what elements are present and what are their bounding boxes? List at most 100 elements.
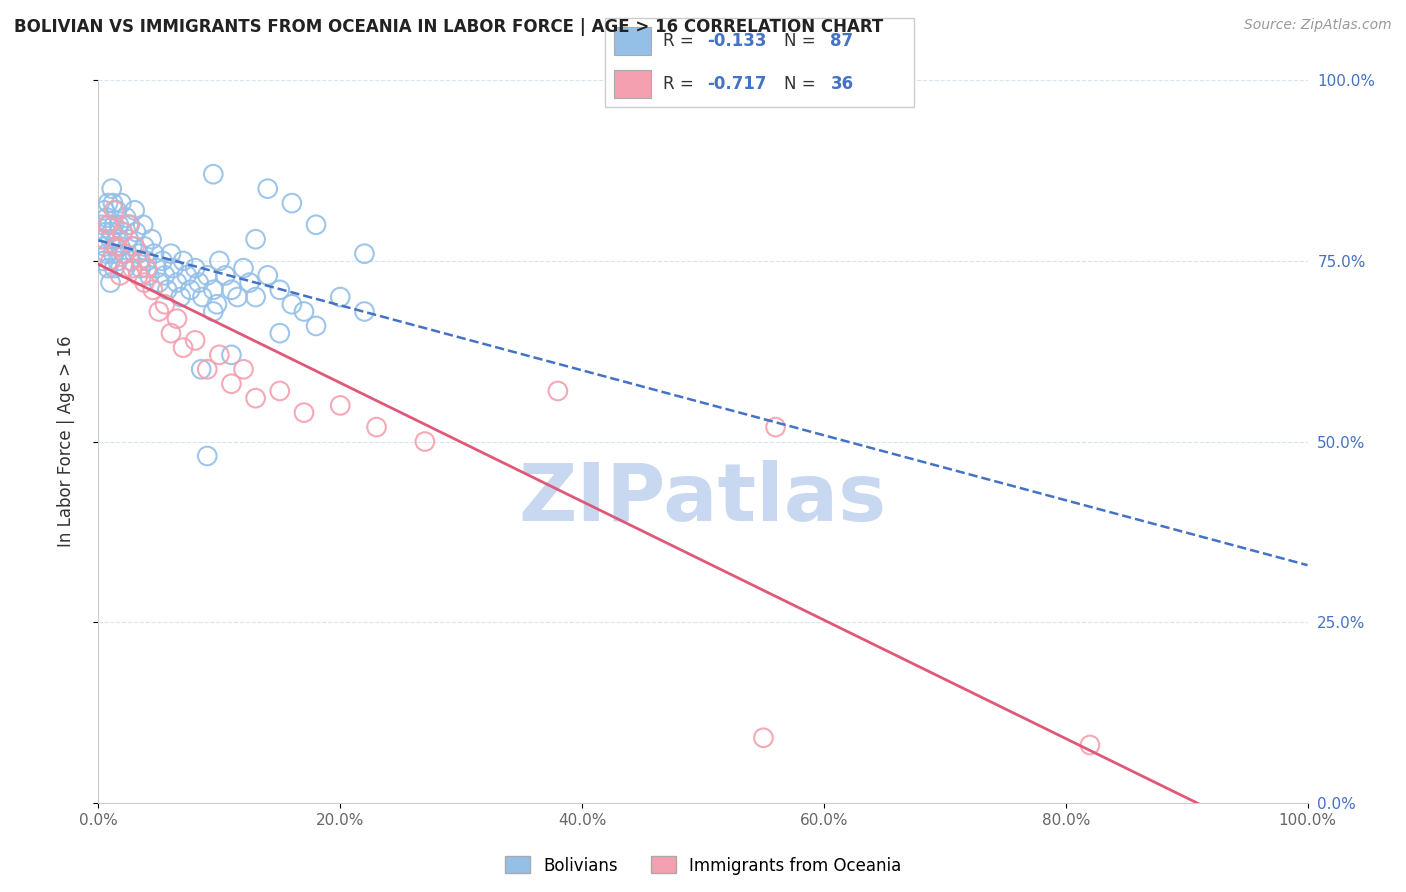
Point — [245, 232, 267, 246]
Point — [108, 218, 131, 232]
Point — [202, 283, 225, 297]
Point — [305, 318, 328, 333]
Point — [208, 348, 231, 362]
Point — [97, 261, 120, 276]
Y-axis label: In Labor Force | Age > 16: In Labor Force | Age > 16 — [56, 335, 75, 548]
Point — [187, 276, 209, 290]
Point — [124, 203, 146, 218]
Bar — [614, 70, 651, 98]
Point — [166, 311, 188, 326]
Point — [138, 268, 160, 283]
Point — [93, 232, 115, 246]
Point — [245, 290, 267, 304]
Point — [765, 420, 787, 434]
Point — [292, 406, 315, 420]
Text: N =: N = — [785, 32, 821, 50]
Point — [111, 225, 134, 239]
Point — [148, 304, 170, 318]
Point — [135, 261, 157, 276]
Point — [292, 304, 315, 318]
Point — [114, 261, 136, 276]
Point — [221, 376, 243, 391]
Point — [103, 203, 125, 218]
Point — [118, 218, 141, 232]
Point — [232, 261, 254, 276]
Point — [108, 268, 131, 283]
Point — [353, 304, 375, 318]
Point — [125, 225, 148, 239]
Point — [103, 218, 125, 232]
Point — [195, 268, 218, 283]
Point — [160, 246, 183, 260]
Point — [195, 449, 218, 463]
Point — [184, 261, 207, 276]
Point — [281, 297, 304, 311]
Point — [97, 196, 120, 211]
Text: BOLIVIAN VS IMMIGRANTS FROM OCEANIA IN LABOR FORCE | AGE > 16 CORRELATION CHART: BOLIVIAN VS IMMIGRANTS FROM OCEANIA IN L… — [14, 18, 883, 36]
Point — [221, 348, 243, 362]
Point — [121, 261, 143, 276]
Point — [100, 225, 122, 239]
Point — [118, 232, 141, 246]
Point — [245, 391, 267, 405]
Point — [97, 218, 120, 232]
Point — [135, 253, 157, 268]
Bar — [614, 27, 651, 55]
Point — [129, 253, 152, 268]
Point — [100, 253, 122, 268]
Point — [329, 290, 352, 304]
Point — [103, 261, 125, 276]
Point — [110, 196, 132, 211]
Point — [111, 225, 134, 239]
Point — [153, 297, 176, 311]
Point — [100, 182, 122, 196]
Text: N =: N = — [785, 75, 821, 93]
Point — [91, 253, 114, 268]
Point — [221, 283, 243, 297]
Point — [105, 239, 128, 253]
Point — [239, 276, 262, 290]
Point — [160, 326, 183, 340]
Point — [104, 239, 127, 253]
Point — [202, 304, 225, 318]
Text: ZIPatlas: ZIPatlas — [519, 460, 887, 539]
Point — [208, 253, 231, 268]
Point — [366, 420, 388, 434]
Point — [329, 398, 352, 412]
Point — [94, 225, 117, 239]
Point — [281, 196, 304, 211]
Legend: Bolivians, Immigrants from Oceania: Bolivians, Immigrants from Oceania — [498, 850, 908, 881]
Point — [142, 283, 165, 297]
Point — [141, 232, 163, 246]
Text: Source: ZipAtlas.com: Source: ZipAtlas.com — [1244, 18, 1392, 32]
Point — [143, 246, 166, 260]
Point — [269, 384, 291, 398]
Point — [98, 218, 121, 232]
Point — [353, 246, 375, 260]
Point — [172, 341, 194, 355]
Point — [134, 239, 156, 253]
Point — [124, 239, 146, 253]
Point — [152, 253, 174, 268]
Point — [179, 283, 201, 297]
Point — [148, 276, 170, 290]
Point — [256, 268, 278, 283]
Point — [176, 268, 198, 283]
Point — [202, 167, 225, 181]
FancyBboxPatch shape — [605, 18, 914, 107]
Point — [93, 239, 115, 253]
Point — [132, 218, 155, 232]
Point — [93, 203, 115, 218]
Point — [205, 297, 228, 311]
Text: -0.717: -0.717 — [707, 75, 766, 93]
Point — [90, 232, 112, 246]
Point — [108, 239, 131, 253]
Point — [256, 182, 278, 196]
Point — [547, 384, 569, 398]
Text: -0.133: -0.133 — [707, 32, 766, 50]
Point — [101, 246, 124, 260]
Point — [269, 283, 291, 297]
Point — [190, 362, 212, 376]
Point — [305, 218, 328, 232]
Point — [145, 261, 167, 276]
